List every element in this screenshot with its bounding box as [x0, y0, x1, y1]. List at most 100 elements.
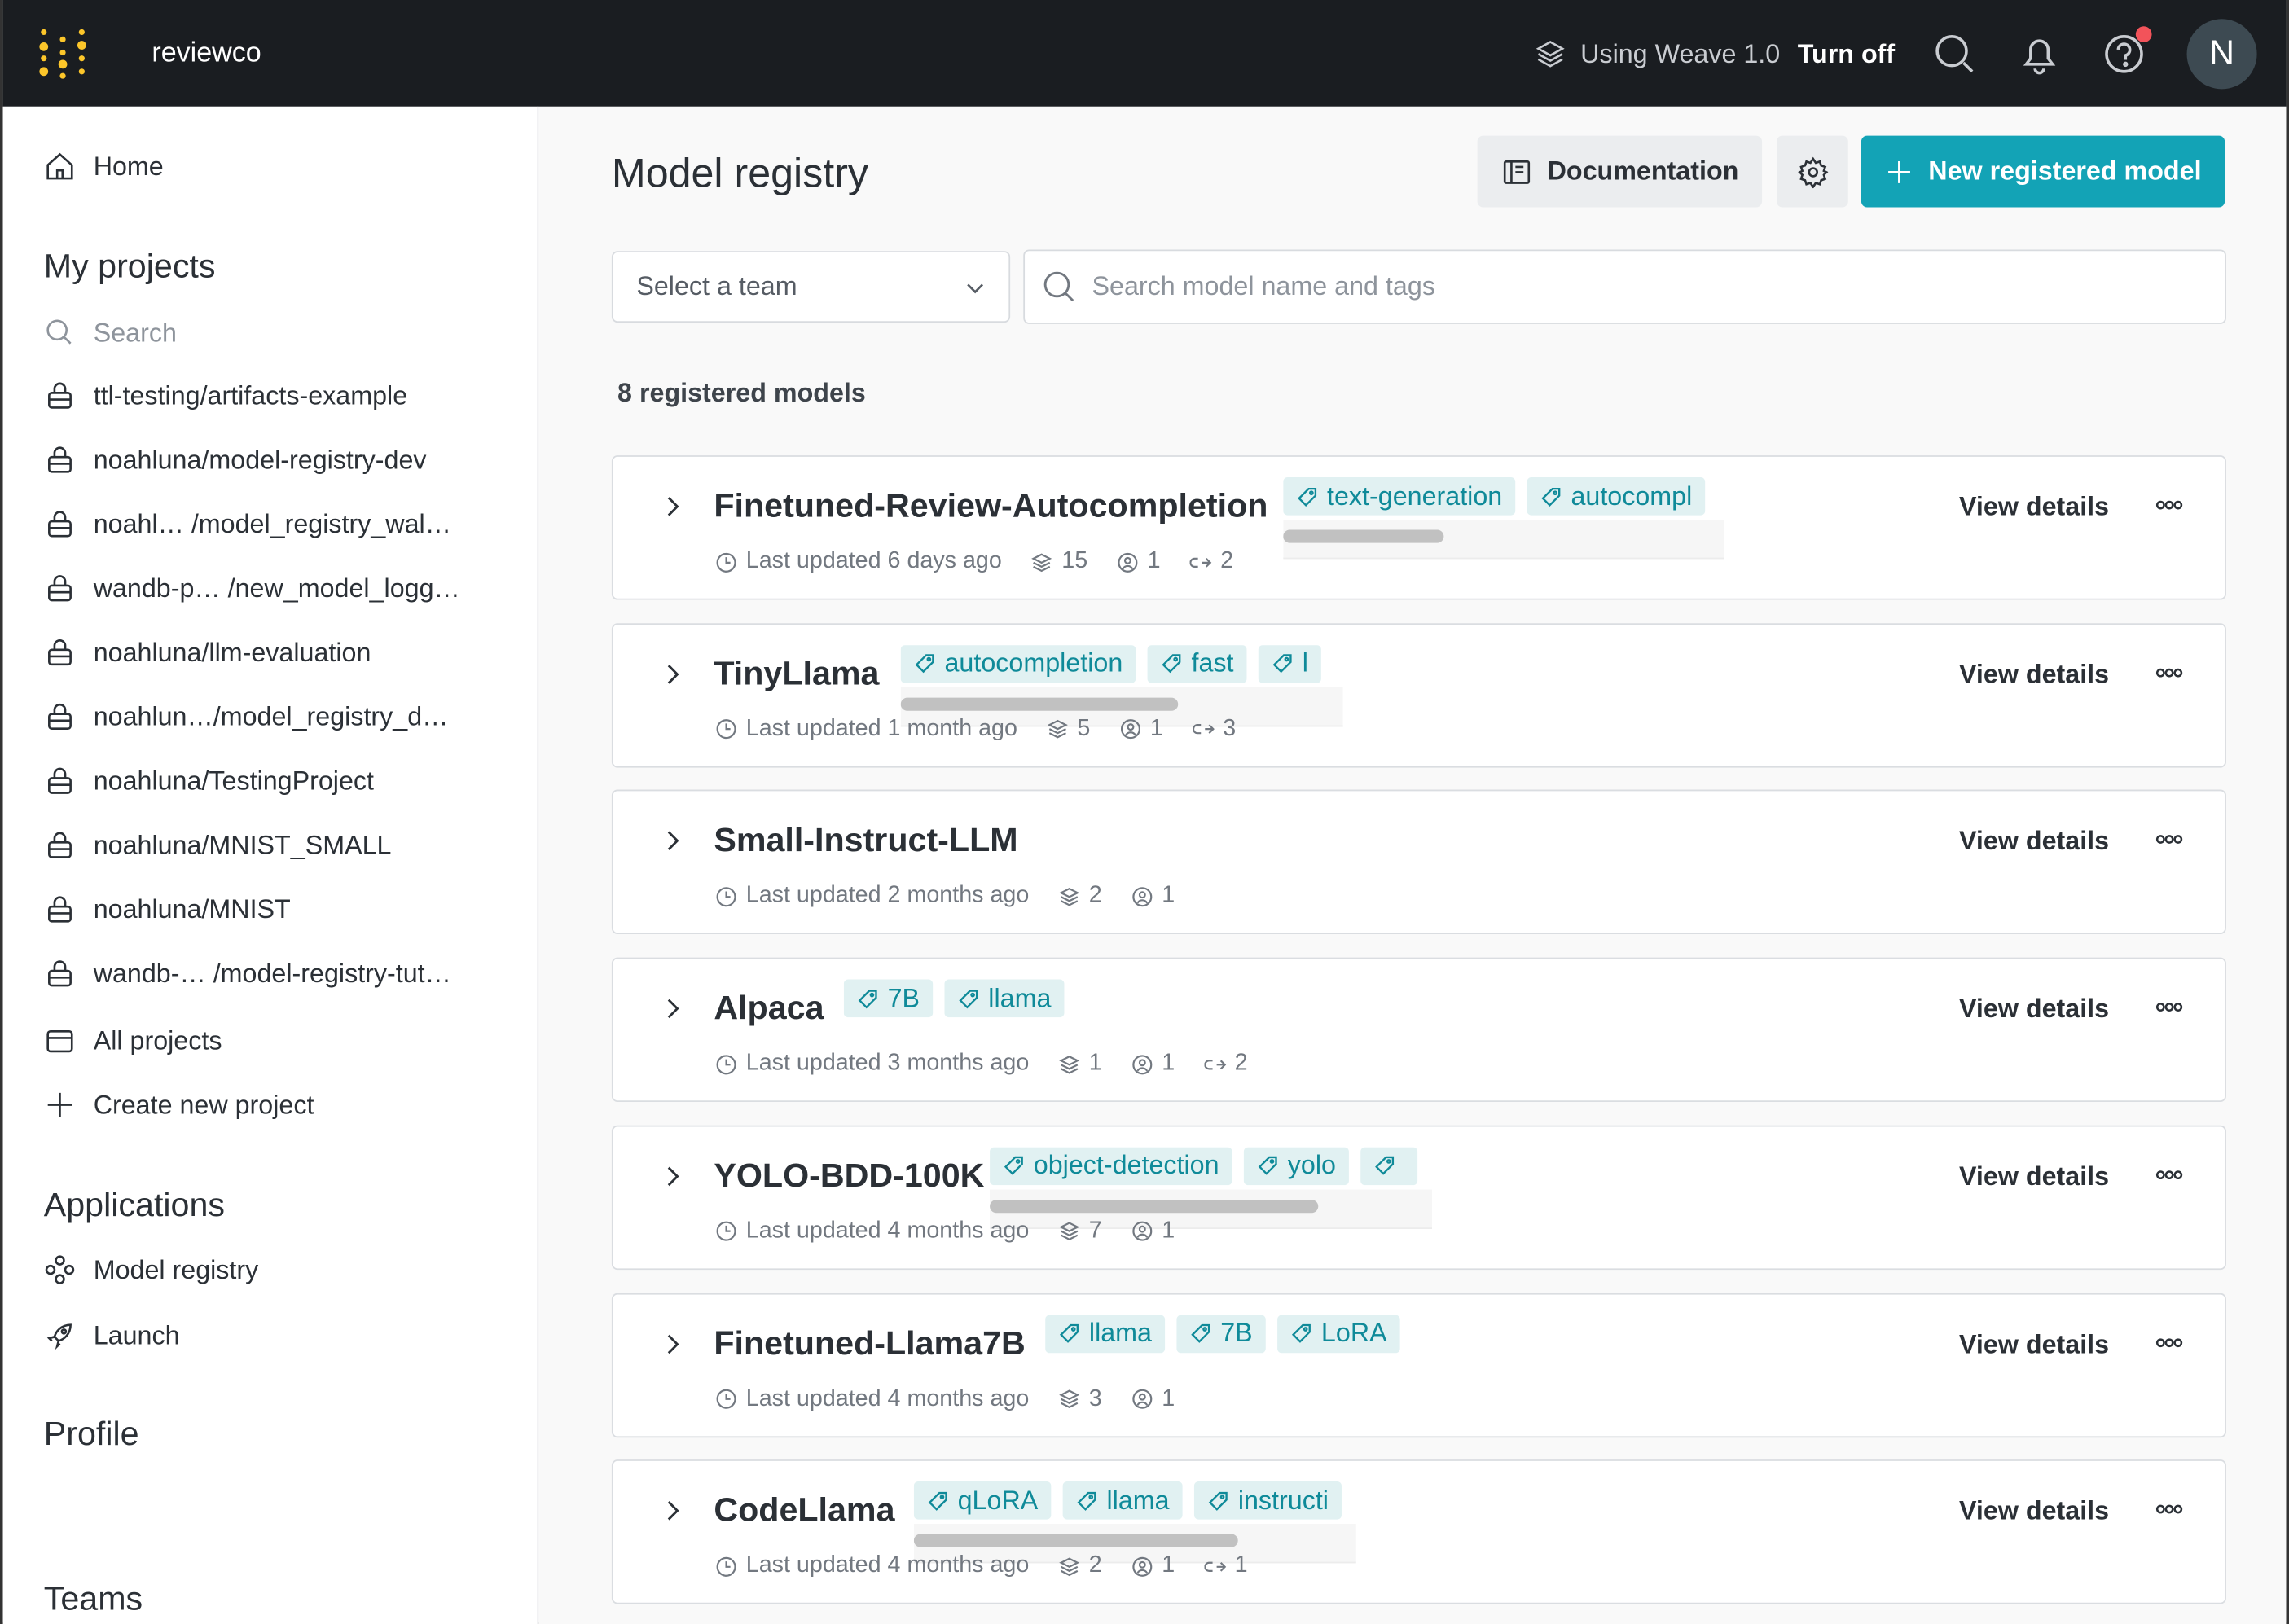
- chevron-right-icon[interactable]: [661, 495, 685, 519]
- turn-off-weave-button[interactable]: Turn off: [1797, 38, 1896, 68]
- tag-list[interactable]: 7B llama: [843, 979, 1136, 1061]
- new-registered-model-button[interactable]: New registered model: [1861, 135, 2225, 208]
- tag-chip[interactable]: autocompl: [1527, 477, 1706, 516]
- tag-chip[interactable]: autocompletion: [900, 644, 1136, 683]
- view-details-link[interactable]: View details: [1958, 1496, 2110, 1526]
- tag-chip[interactable]: l: [1258, 644, 1322, 683]
- view-details-link[interactable]: View details: [1958, 1161, 2110, 1191]
- tag-chip[interactable]: text-generation: [1283, 477, 1516, 516]
- sidebar-item-home[interactable]: Home: [44, 151, 164, 182]
- top-bar: reviewco Using Weave 1.0 Turn off N: [2, 0, 2287, 107]
- model-card[interactable]: Finetuned-Review-Autocompletion text-gene…: [611, 455, 2226, 600]
- scrollbar-thumb[interactable]: [900, 697, 1179, 711]
- scrollbar-thumb[interactable]: [1283, 529, 1444, 543]
- sidebar-project-item[interactable]: noahluna/model-registry-dev: [44, 444, 427, 476]
- model-name[interactable]: Small-Instruct-LLM: [714, 820, 1018, 859]
- chevron-right-icon[interactable]: [661, 830, 685, 854]
- sidebar-item-launch[interactable]: Launch: [44, 1319, 180, 1351]
- model-name[interactable]: Finetuned-Review-Autocompletion: [714, 485, 1268, 525]
- documentation-button[interactable]: Documentation: [1477, 135, 1763, 208]
- tag-scrollbar[interactable]: [1283, 519, 1724, 560]
- tag-list[interactable]: llama 7B LoRA: [1045, 1314, 1483, 1396]
- tag-chip[interactable]: llama: [1045, 1314, 1166, 1353]
- sidebar-project-item[interactable]: noahl… /model_registry_wal…: [44, 508, 451, 540]
- model-card[interactable]: CodeLlama qLoRA llama instructi Last update…: [611, 1459, 2226, 1604]
- sidebar-project-item[interactable]: wandb-p… /new_model_logg…: [44, 573, 460, 604]
- chevron-right-icon[interactable]: [661, 1332, 685, 1355]
- tag-scrollbar[interactable]: [990, 1189, 1433, 1229]
- tag-chip[interactable]: llama: [944, 979, 1065, 1018]
- sidebar-item-all-projects[interactable]: All projects: [44, 1025, 222, 1056]
- sidebar-project-item[interactable]: ttl-testing/artifacts-example: [44, 380, 407, 411]
- sidebar-project-item[interactable]: noahluna/TestingProject: [44, 765, 374, 797]
- tag-scrollbar[interactable]: [900, 687, 1343, 726]
- bell-icon[interactable]: [2018, 32, 2062, 76]
- view-details-link[interactable]: View details: [1958, 491, 2110, 521]
- view-details-link[interactable]: View details: [1958, 827, 2110, 856]
- more-options-icon[interactable]: [2155, 498, 2184, 512]
- model-card[interactable]: Small-Instruct-LLM Last updated 2 months…: [611, 790, 2226, 935]
- tag-chip[interactable]: fast: [1147, 644, 1247, 683]
- sidebar-project-item[interactable]: noahluna/MNIST: [44, 893, 291, 925]
- view-details-link[interactable]: View details: [1958, 659, 2110, 689]
- tag-scrollbar[interactable]: [913, 1524, 1356, 1564]
- sidebar-item-create-project[interactable]: Create new project: [44, 1089, 314, 1121]
- model-name[interactable]: YOLO-BDD-100K: [714, 1155, 985, 1194]
- avatar[interactable]: N: [2186, 19, 2257, 90]
- model-name[interactable]: CodeLlama: [714, 1490, 895, 1529]
- org-name[interactable]: reviewco: [152, 37, 261, 69]
- tag-chip[interactable]: llama: [1062, 1481, 1183, 1520]
- search-icon[interactable]: [1933, 32, 1977, 76]
- more-options-icon[interactable]: [2155, 1000, 2184, 1015]
- model-name[interactable]: Finetuned-Llama7B: [714, 1323, 1026, 1362]
- chevron-right-icon[interactable]: [661, 1499, 685, 1523]
- sidebar-search[interactable]: Search: [44, 317, 177, 349]
- more-options-icon[interactable]: [2155, 1502, 2184, 1516]
- tag-chip[interactable]: 7B: [1176, 1314, 1266, 1353]
- model-card[interactable]: TinyLlama autocompletion fast l Last update…: [611, 622, 2226, 768]
- tag-icon: [1208, 1491, 1228, 1511]
- tag-label: yolo: [1287, 1150, 1336, 1180]
- sidebar-project-item[interactable]: noahluna/llm-evaluation: [44, 636, 371, 668]
- view-details-link[interactable]: View details: [1958, 1328, 2110, 1358]
- help-button[interactable]: [2102, 26, 2152, 76]
- tag-chip[interactable]: LoRA: [1277, 1314, 1400, 1353]
- team-select[interactable]: Select a team: [611, 251, 1011, 323]
- wandb-logo-icon[interactable]: [38, 26, 88, 79]
- more-options-icon[interactable]: [2155, 665, 2184, 680]
- tag-chip[interactable]: [1360, 1147, 1418, 1185]
- tag-chip[interactable]: object-detection: [990, 1147, 1232, 1185]
- sidebar-project-item[interactable]: noahluna/MNIST_SMALL: [44, 829, 391, 861]
- model-name[interactable]: Alpaca: [714, 988, 824, 1027]
- tag-chip[interactable]: qLoRA: [913, 1481, 1052, 1520]
- model-card[interactable]: YOLO-BDD-100K object-detection yolo Last u…: [611, 1125, 2226, 1270]
- sidebar-item-model-registry[interactable]: Model registry: [44, 1253, 258, 1285]
- scrollbar-thumb[interactable]: [913, 1534, 1238, 1547]
- scrollbar-thumb[interactable]: [990, 1199, 1319, 1213]
- tag-chip[interactable]: yolo: [1244, 1147, 1350, 1185]
- tag-list[interactable]: object-detection yolo: [990, 1147, 1433, 1229]
- tag-icon: [1541, 487, 1561, 507]
- model-card[interactable]: Alpaca 7B llama Last updated 3 months ago 1…: [611, 957, 2226, 1103]
- tag-chip[interactable]: 7B: [843, 979, 934, 1018]
- more-options-icon[interactable]: [2155, 1335, 2184, 1350]
- sidebar-project-item[interactable]: wandb-… /model-registry-tut…: [44, 958, 451, 990]
- tag-chip[interactable]: instructi: [1194, 1481, 1342, 1520]
- sidebar-project-item[interactable]: noahlun…/model_registry_d…: [44, 700, 448, 732]
- settings-button[interactable]: [1776, 135, 1848, 208]
- chevron-right-icon[interactable]: [661, 662, 685, 686]
- model-card[interactable]: Finetuned-Llama7B llama 7B LoRA Last update…: [611, 1292, 2226, 1437]
- version-count: 7: [1088, 1218, 1102, 1244]
- more-options-icon[interactable]: [2155, 1167, 2184, 1182]
- view-details-link[interactable]: View details: [1958, 994, 2110, 1024]
- chevron-right-icon[interactable]: [661, 997, 685, 1020]
- tag-icon: [928, 1491, 947, 1511]
- tag-list[interactable]: qLoRA llama instructi: [913, 1481, 1356, 1564]
- chevron-right-icon[interactable]: [661, 1165, 685, 1188]
- tag-list[interactable]: text-generation autocompl: [1283, 477, 1724, 560]
- model-search-input[interactable]: Search model name and tags: [1023, 249, 2226, 324]
- model-name[interactable]: TinyLlama: [714, 653, 880, 691]
- more-options-icon[interactable]: [2155, 832, 2184, 847]
- tag-list[interactable]: autocompletion fast l: [900, 644, 1343, 726]
- profile-heading[interactable]: Profile: [43, 1414, 139, 1453]
